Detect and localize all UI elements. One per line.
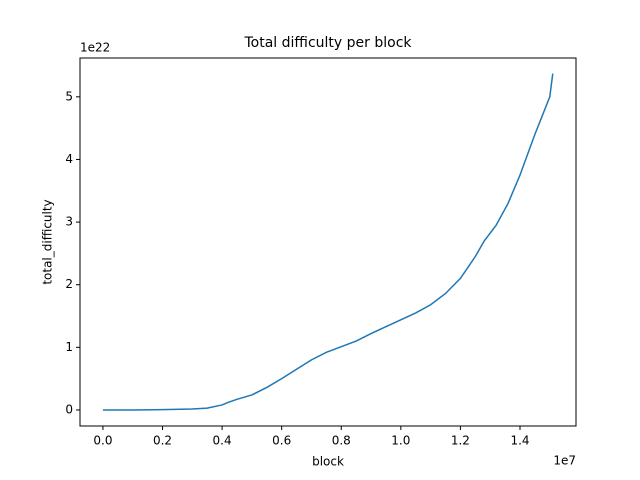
x-tick-label: 0.0 (93, 434, 112, 448)
data-line (102, 73, 554, 411)
x-offset-label: 1e7 (553, 454, 576, 468)
y-tick-label: 0 (65, 402, 73, 416)
y-tick-label: 5 (65, 89, 73, 103)
y-tick-label: 4 (65, 152, 73, 166)
x-tick-label: 0.8 (332, 434, 351, 448)
x-tick-label: 1.2 (451, 434, 470, 448)
x-tick-label: 0.4 (213, 434, 232, 448)
x-tick-label: 1.0 (391, 434, 410, 448)
chart-title: Total difficulty per block (244, 35, 413, 51)
y-offset-label: 1e22 (80, 41, 110, 55)
y-tick-label: 2 (65, 277, 73, 291)
x-tick-label: 1.4 (510, 434, 529, 448)
x-tick-label: 0.6 (272, 434, 291, 448)
x-tick-label: 0.2 (153, 434, 172, 448)
y-tick-label: 1 (65, 340, 73, 354)
y-axis-label: total_difficulty (41, 199, 55, 284)
y-tick-label: 3 (65, 215, 73, 229)
x-axis-label: block (312, 455, 344, 469)
plot-frame (79, 57, 577, 427)
